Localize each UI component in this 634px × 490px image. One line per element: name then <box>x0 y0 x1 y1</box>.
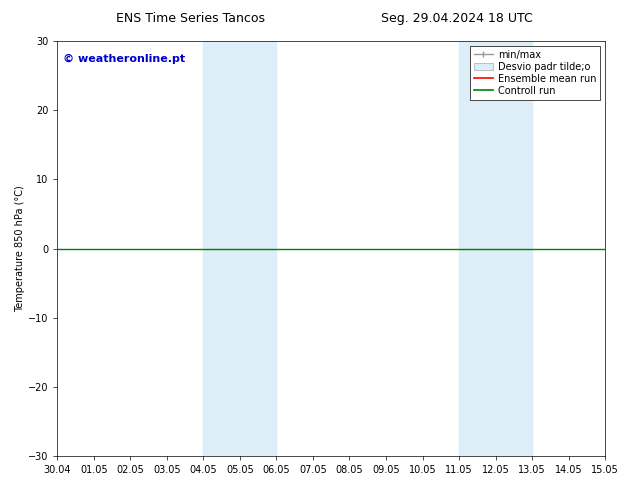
Text: Seg. 29.04.2024 18 UTC: Seg. 29.04.2024 18 UTC <box>380 12 533 25</box>
Bar <box>204 41 240 456</box>
Bar <box>240 41 276 456</box>
Legend: min/max, Desvio padr tilde;o, Ensemble mean run, Controll run: min/max, Desvio padr tilde;o, Ensemble m… <box>470 46 600 99</box>
Y-axis label: Temperature 850 hPa (°C): Temperature 850 hPa (°C) <box>15 185 25 312</box>
Bar <box>496 41 532 456</box>
Text: ENS Time Series Tancos: ENS Time Series Tancos <box>115 12 265 25</box>
Bar <box>459 41 496 456</box>
Text: © weatheronline.pt: © weatheronline.pt <box>63 53 185 64</box>
